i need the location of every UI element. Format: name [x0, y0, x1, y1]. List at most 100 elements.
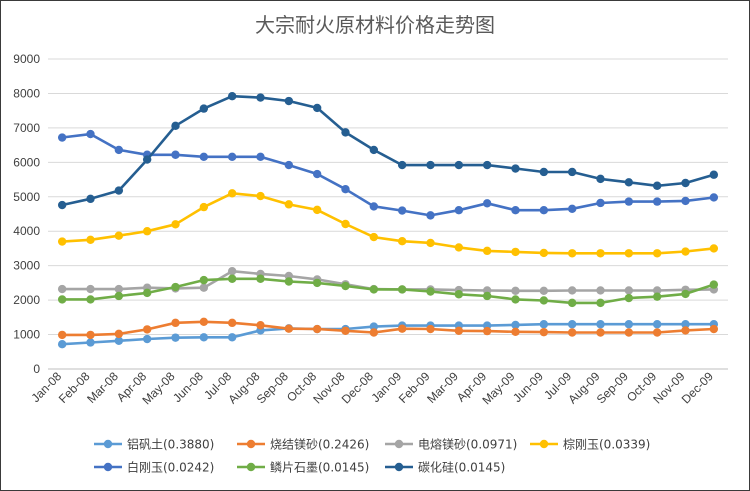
x-tick-label: Sep-09 — [594, 369, 631, 406]
data-point — [681, 289, 690, 299]
data-point — [539, 327, 549, 337]
data-point — [341, 326, 350, 335]
data-point — [567, 320, 577, 329]
legend-swatch-marker — [539, 439, 549, 449]
data-point — [142, 325, 152, 334]
chart-title: 大宗耐火原材料价格走势图 — [255, 13, 495, 37]
x-axis-tick-labels: Jan-08Feb-08Mar-08Apr-08May-08Jun-08Jul-… — [28, 369, 716, 407]
data-point — [426, 324, 435, 334]
x-tick-label: Mar-08 — [84, 369, 121, 406]
data-point — [709, 244, 719, 253]
data-point — [709, 193, 719, 202]
data-point — [567, 298, 577, 308]
x-tick-label: Jun-09 — [510, 369, 546, 405]
y-tick-label: 7000 — [13, 121, 40, 135]
legend-label: 碳化硅(0.0145) — [418, 461, 505, 475]
data-point — [596, 328, 605, 337]
data-point — [171, 220, 180, 229]
data-point — [652, 181, 662, 190]
data-point — [199, 333, 209, 342]
data-point — [284, 160, 294, 170]
series-line — [60, 322, 716, 346]
data-point — [624, 249, 634, 258]
data-point — [539, 286, 549, 296]
data-point — [454, 243, 464, 252]
data-point — [482, 291, 492, 301]
data-point — [312, 324, 322, 334]
data-point — [567, 204, 577, 214]
legend-swatch-marker — [246, 439, 256, 449]
y-tick-label: 8000 — [13, 86, 40, 100]
data-point — [511, 206, 520, 215]
data-point — [256, 191, 265, 201]
data-point — [369, 328, 379, 337]
data-point — [624, 197, 634, 206]
data-point — [171, 282, 180, 292]
data-point — [312, 205, 322, 215]
data-point — [57, 200, 67, 210]
data-point — [511, 247, 520, 257]
y-tick-label: 6000 — [13, 155, 40, 169]
data-point — [567, 286, 577, 295]
data-point — [652, 320, 662, 329]
legend-item-1: 烧结镁砂(0.2426) — [237, 438, 369, 452]
data-point — [86, 194, 95, 204]
data-point — [142, 288, 152, 298]
y-tick-label: 2000 — [13, 293, 40, 307]
data-point — [511, 164, 520, 173]
data-point — [86, 235, 95, 245]
data-point — [596, 198, 605, 208]
data-point — [86, 284, 95, 294]
legend-item-2: 电熔镁砂(0.0971) — [385, 437, 517, 452]
data-point — [227, 333, 237, 342]
data-point — [482, 160, 492, 170]
data-point — [454, 160, 464, 170]
data-point — [227, 274, 237, 283]
data-point — [397, 237, 407, 246]
x-tick-label: Dec-09 — [679, 369, 716, 406]
data-point — [114, 231, 124, 240]
data-point — [652, 197, 662, 206]
series-line — [60, 277, 716, 305]
data-point — [369, 232, 379, 242]
data-point — [652, 292, 662, 301]
legend-swatch-marker — [103, 439, 113, 449]
data-point — [199, 152, 209, 162]
data-point — [199, 104, 209, 113]
series-line — [60, 192, 716, 255]
data-point — [681, 196, 690, 206]
legend-item-3: 棕刚玉(0.0339) — [530, 437, 650, 452]
data-point — [454, 326, 464, 335]
data-point — [709, 170, 719, 179]
data-point — [482, 246, 492, 256]
data-point — [567, 328, 577, 337]
data-point — [142, 334, 152, 344]
data-point — [369, 322, 379, 331]
data-point — [681, 320, 690, 329]
data-point — [539, 320, 549, 329]
data-point — [256, 93, 265, 102]
data-point — [312, 169, 322, 179]
data-point — [426, 211, 435, 220]
legend: 铝矾土(0.3880) 烧结镁砂(0.2426) 电熔镁砂(0.0971) 棕刚玉(0… — [94, 437, 650, 475]
data-point — [284, 324, 294, 333]
x-tick-label: Dec-08 — [339, 369, 376, 406]
data-point — [86, 129, 95, 139]
data-point — [426, 287, 435, 296]
data-point — [596, 286, 605, 295]
legend-item-5: 鳞片石墨(0.0145) — [237, 461, 369, 475]
data-point — [709, 280, 719, 289]
data-point — [256, 274, 265, 283]
data-point — [539, 296, 549, 305]
data-point — [284, 200, 294, 209]
legend-item-6: 碳化硅(0.0145) — [385, 461, 505, 475]
data-point — [624, 293, 634, 303]
legend-swatch-marker — [394, 462, 404, 472]
data-point — [57, 330, 67, 340]
series-line — [60, 320, 716, 337]
data-point — [86, 295, 95, 304]
series-5 — [57, 274, 719, 308]
data-point — [652, 328, 662, 337]
data-point — [539, 248, 549, 258]
